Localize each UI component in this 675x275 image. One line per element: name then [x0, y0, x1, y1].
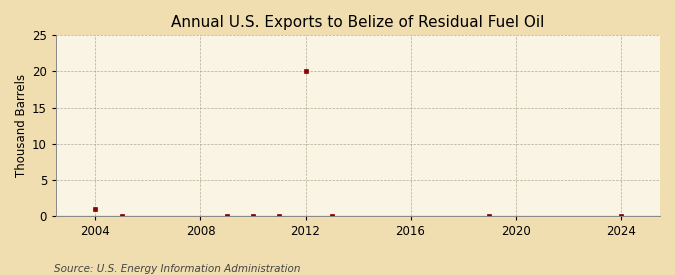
Title: Annual U.S. Exports to Belize of Residual Fuel Oil: Annual U.S. Exports to Belize of Residua… — [171, 15, 545, 30]
Text: Source: U.S. Energy Information Administration: Source: U.S. Energy Information Administ… — [54, 264, 300, 274]
Y-axis label: Thousand Barrels: Thousand Barrels — [15, 74, 28, 177]
